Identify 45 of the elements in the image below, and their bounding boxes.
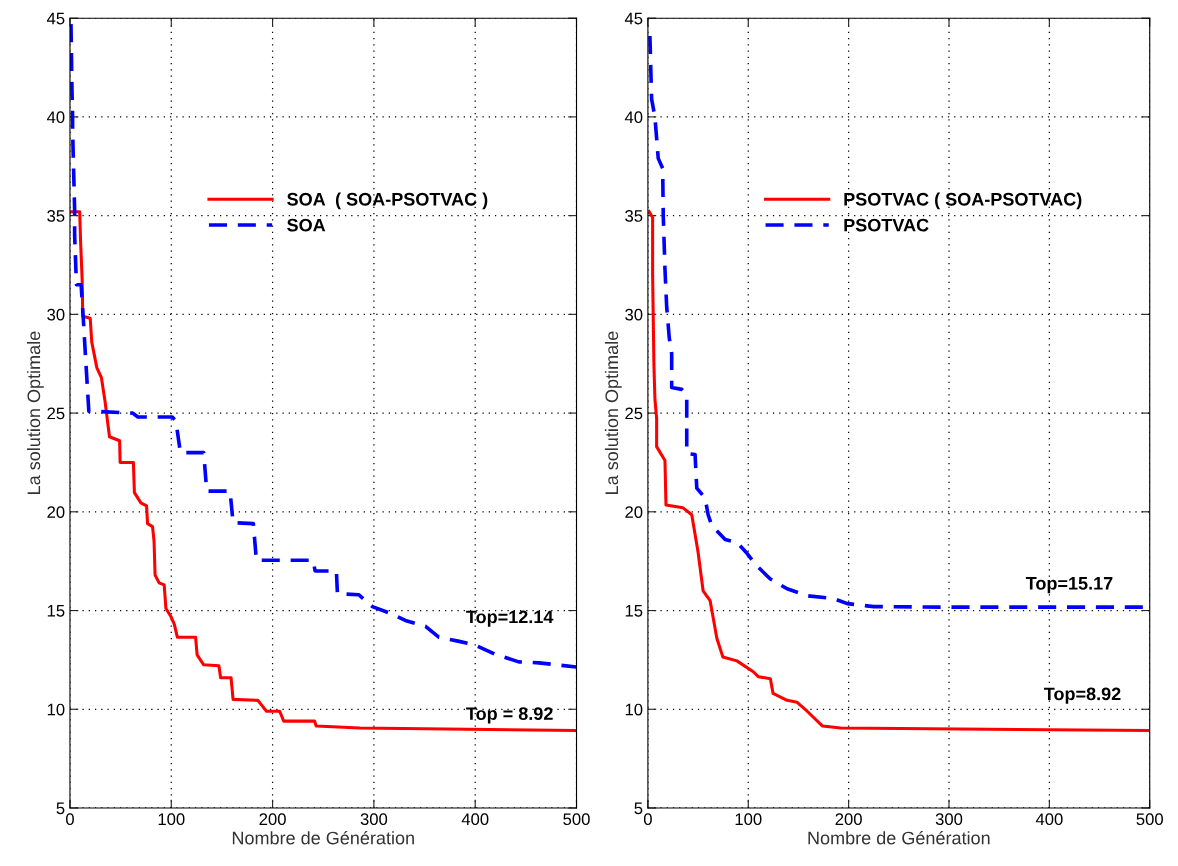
- line-series: [69, 210, 577, 733]
- y-tick-label: 45: [624, 12, 643, 25]
- legend-label: PSOTVAC ( SOA-PSOTVAC): [844, 192, 1082, 210]
- x-tick-label: 0: [65, 813, 74, 826]
- annotation: Top = 8.92: [466, 707, 553, 724]
- line-series: [647, 210, 1150, 733]
- legend-label: SOA: [287, 218, 326, 232]
- y-tick-label: 15: [625, 605, 643, 617]
- y-tick-label: 5: [634, 802, 643, 815]
- legend-label: PSOTVAC: [844, 218, 929, 232]
- annotation: Top=8.92: [1043, 687, 1121, 704]
- y-tick-label: 25: [47, 407, 65, 420]
- x-tick-label: 200: [835, 813, 862, 826]
- x-tick-label: 0: [643, 813, 652, 826]
- y-tick-label: 20: [625, 506, 643, 519]
- x-tick-label: 500: [563, 813, 590, 826]
- y-tick-label: 35: [47, 210, 65, 222]
- x-tick-label: 400: [461, 813, 489, 826]
- y-tick-label: 5: [56, 802, 65, 815]
- y-tick-label: 30: [47, 308, 65, 321]
- y-tick-label: 45: [46, 12, 65, 25]
- legend-label: SOA ( SOA-PSOTVAC ): [287, 192, 488, 210]
- line-series: [69, 22, 577, 669]
- x-tick-label: 100: [158, 813, 185, 826]
- y-axis-title: La solution Optimale: [26, 331, 44, 494]
- y-tick-label: 25: [625, 407, 643, 420]
- annotation: Top=15.17: [1025, 577, 1113, 594]
- x-tick-label: 400: [1035, 813, 1063, 826]
- y-tick-label: 10: [47, 703, 65, 716]
- y-tick-label: 40: [46, 111, 65, 124]
- y-tick-label: 35: [625, 210, 643, 222]
- y-tick-label: 10: [625, 703, 643, 716]
- x-tick-label: 100: [735, 813, 762, 826]
- y-axis-title: La solution Optimale: [604, 331, 622, 494]
- x-tick-label: 300: [935, 813, 963, 826]
- y-tick-label: 20: [47, 506, 65, 519]
- x-tick-label: 500: [1136, 813, 1163, 826]
- annotation: Top=12.14: [466, 610, 554, 627]
- x-tick-label: 300: [360, 813, 388, 826]
- y-tick-label: 40: [624, 111, 643, 124]
- x-tick-label: 200: [259, 813, 286, 826]
- y-tick-label: 15: [47, 605, 65, 617]
- x-axis-title: Nombre de Génération: [232, 830, 414, 845]
- x-axis-title: Nombre de Génération: [808, 830, 990, 845]
- y-tick-label: 30: [625, 308, 643, 321]
